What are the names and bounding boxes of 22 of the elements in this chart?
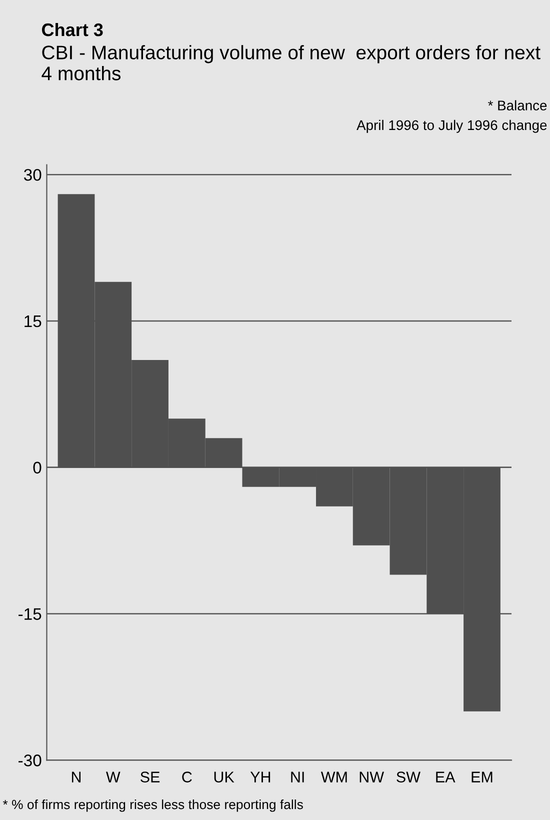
x-tick-label: W bbox=[106, 772, 120, 782]
x-tick-label: NW bbox=[360, 772, 384, 782]
x-tick-label: UK bbox=[214, 772, 234, 782]
y-tick-label: -15 bbox=[18, 608, 42, 620]
x-tick-label: C bbox=[182, 772, 192, 782]
x-tick-label: N bbox=[72, 772, 81, 782]
chart-subtitle: CBI - Manufacturing volume of new export orders for next 4 months bbox=[42, 45, 540, 80]
y-tick-label: -30 bbox=[18, 754, 42, 766]
chart-title: Chart 3 bbox=[42, 22, 103, 36]
x-tick-label: YH bbox=[250, 772, 270, 782]
x-tick-label: SW bbox=[396, 772, 420, 782]
y-tick-label: 15 bbox=[24, 316, 42, 328]
x-tick-label: NI bbox=[291, 772, 304, 782]
y-tick-label: 30 bbox=[24, 168, 42, 181]
x-tick-label: WM bbox=[320, 772, 347, 782]
text: * % of firms reporting rises less those reporting falls bbox=[2, 800, 303, 812]
text: * Balance bbox=[488, 100, 547, 110]
y-tick-label: 0 bbox=[33, 462, 42, 474]
text: April 1996 to July 1996 change bbox=[356, 120, 547, 133]
x-tick-label: EM bbox=[472, 772, 492, 782]
x-tick-label: EA bbox=[436, 772, 456, 782]
x-tick-label: SE bbox=[140, 772, 160, 782]
